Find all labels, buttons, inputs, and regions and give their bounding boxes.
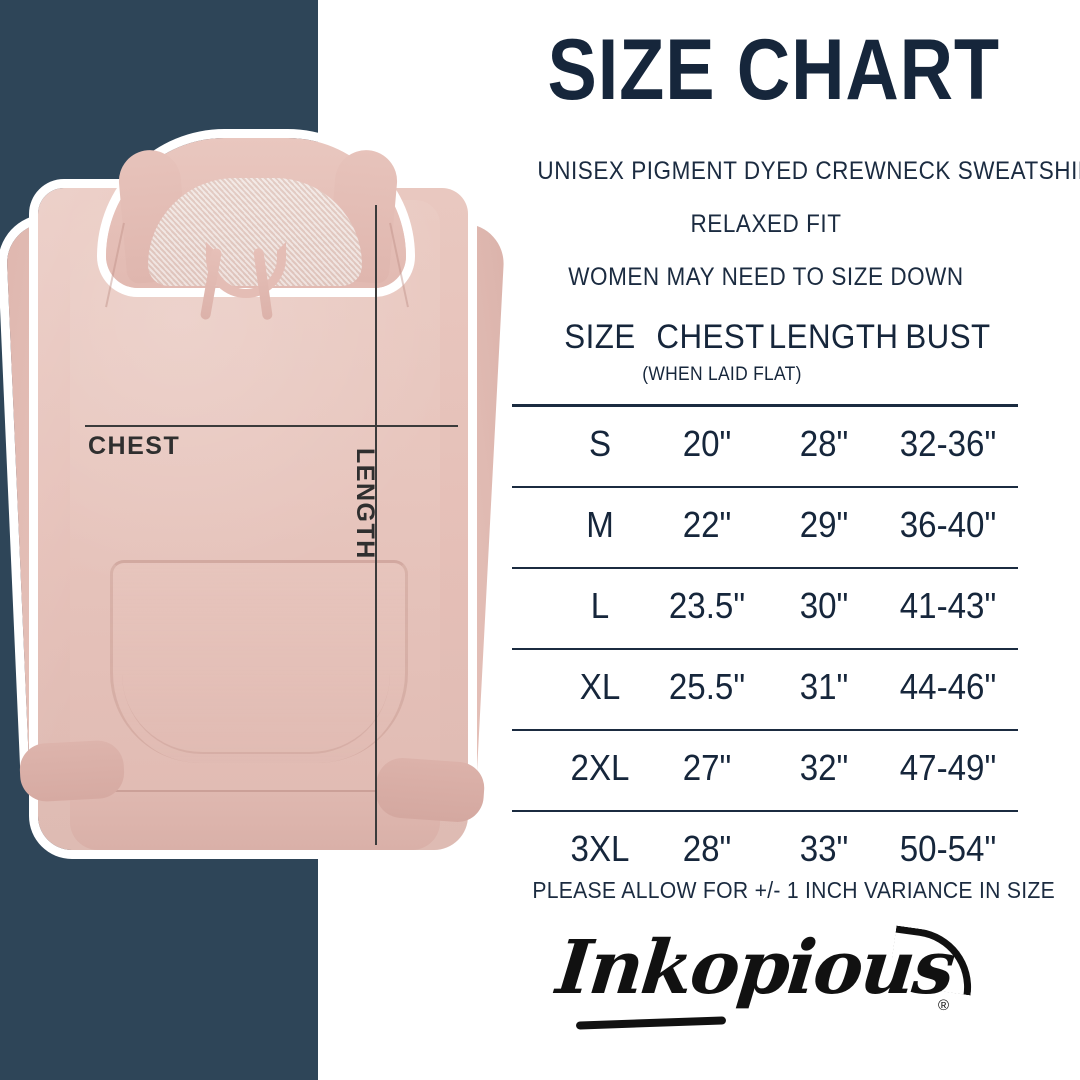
subtitle-fit: RELAXED FIT [690, 210, 842, 238]
cell-bust: 50-54" [899, 828, 997, 869]
table-row: XL 25.5" 31" 44-46" [512, 650, 1020, 729]
cell-size: S [588, 423, 612, 464]
cell-length: 28" [799, 423, 849, 464]
subtitle-sizing-advice: WOMEN MAY NEED TO SIZE DOWN [568, 263, 964, 291]
brand-logo: Inkopious ® [540, 925, 990, 1045]
cell-length: 30" [799, 585, 849, 626]
cell-bust: 36-40" [899, 504, 997, 545]
table-header-row: SIZE CHEST LENGTH BUST (WHEN LAID FLAT) [512, 318, 1020, 404]
column-header-chest: CHEST [656, 318, 765, 356]
cell-chest: 23.5" [668, 585, 746, 626]
table-row: 2XL 27" 32" 47-49" [512, 731, 1020, 810]
table-row: L 23.5" 30" 41-43" [512, 569, 1020, 648]
variance-note: PLEASE ALLOW FOR +/- 1 INCH VARIANCE IN … [532, 877, 1055, 903]
chest-measure-label: CHEST [88, 432, 181, 460]
cell-chest: 22" [682, 504, 732, 545]
subtitle-product: UNISEX PIGMENT DYED CREWNECK SWEATSHIRT [537, 157, 1080, 185]
cell-size: XL [579, 666, 621, 707]
cell-chest: 25.5" [668, 666, 746, 707]
table-divider [512, 810, 1018, 812]
logo-underline-icon [575, 1016, 727, 1030]
table-row: M 22" 29" 36-40" [512, 488, 1020, 567]
cuff-right [374, 756, 486, 824]
length-measure-label: LENGTH [351, 448, 379, 560]
cell-size: M [586, 504, 614, 545]
cell-size: 2XL [570, 747, 630, 788]
cell-size: 3XL [570, 828, 630, 869]
length-measure-line [375, 205, 377, 845]
table-divider [512, 404, 1018, 407]
cell-size: L [590, 585, 610, 626]
cell-length: 32" [799, 747, 849, 788]
product-photo [5, 130, 510, 870]
cell-bust: 47-49" [899, 747, 997, 788]
cell-bust: 32-36" [899, 423, 997, 464]
registered-trademark-icon: ® [938, 997, 950, 1014]
column-header-size: SIZE [564, 318, 636, 356]
waist-hem [70, 790, 440, 850]
table-divider [512, 648, 1018, 650]
cell-chest: 27" [682, 747, 732, 788]
table-divider [512, 567, 1018, 569]
cell-length: 31" [799, 666, 849, 707]
cuff-left [18, 739, 126, 803]
cell-length: 33" [799, 828, 849, 869]
table-divider [512, 729, 1018, 731]
cell-length: 29" [799, 504, 849, 545]
measurements-table: SIZE CHEST LENGTH BUST (WHEN LAID FLAT) … [512, 318, 1020, 891]
column-header-note: (WHEN LAID FLAT) [642, 364, 802, 385]
page-title: SIZE CHART [547, 22, 1000, 118]
column-header-length: LENGTH [768, 318, 899, 356]
subtitle-group: UNISEX PIGMENT DYED CREWNECK SWEATSHIRT … [512, 157, 1080, 316]
cell-bust: 44-46" [899, 666, 997, 707]
table-divider [512, 486, 1018, 488]
table-row: S 20" 28" 32-36" [512, 407, 1020, 486]
garment-white-outline [5, 130, 510, 870]
size-chart-panel: SIZE CHART UNISEX PIGMENT DYED CREWNECK … [512, 0, 1080, 1080]
cell-bust: 41-43" [899, 585, 997, 626]
cell-chest: 28" [682, 828, 732, 869]
pocket-seam [122, 572, 390, 754]
chest-measure-line [85, 425, 458, 427]
cell-chest: 20" [682, 423, 732, 464]
column-header-bust: BUST [905, 318, 991, 356]
table-row: 3XL 28" 33" 50-54" [512, 812, 1020, 891]
